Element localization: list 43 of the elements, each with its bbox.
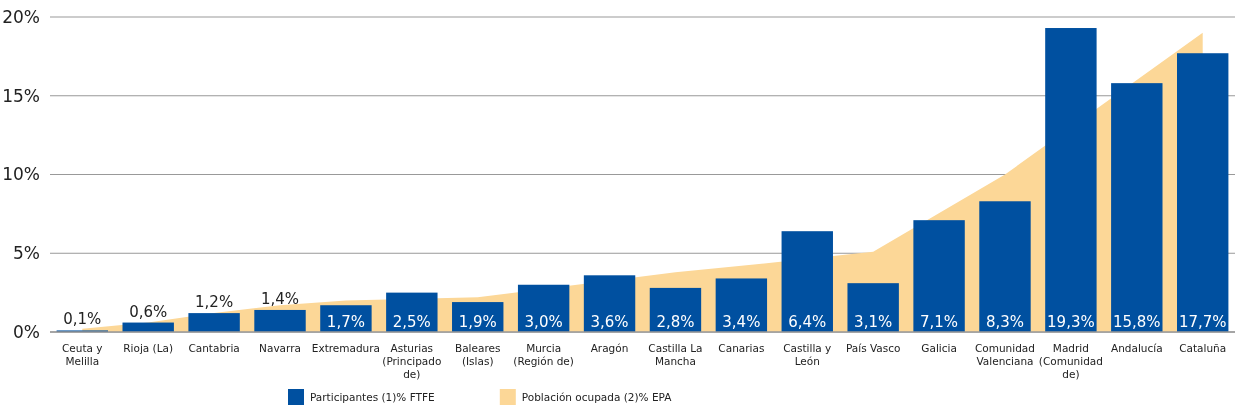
x-tick-label: Aragón (590, 342, 629, 354)
data-label: 1,2% (195, 293, 234, 312)
data-label: 0,6% (129, 302, 168, 321)
data-label: 0,1% (63, 310, 102, 329)
data-label: 15,8% (1112, 313, 1161, 331)
data-label: 3,6% (590, 313, 629, 331)
x-tick-label: Asturias (Principado de) (382, 342, 442, 380)
data-label: 3,4% (722, 313, 761, 331)
x-tick-label: Rioja (La) (123, 342, 174, 354)
x-tick-label: Andalucía (1110, 342, 1163, 354)
x-tick-label: Canarias (718, 342, 765, 354)
y-tick-label: 0% (13, 321, 40, 342)
data-label: 6,4% (788, 313, 827, 331)
data-label: 17,7% (1178, 313, 1227, 331)
data-label: 7,1% (920, 313, 959, 331)
x-tick-label: Extremadura (311, 342, 381, 354)
data-label: 1,9% (458, 313, 497, 331)
legend-label: Participantes (1)% FTFE (310, 390, 435, 403)
x-tick-label: Baleares (Islas) (455, 342, 501, 367)
data-label: 3,0% (524, 313, 563, 331)
x-tick-label: Murcia (Región de) (513, 342, 574, 367)
x-tick-label: Navarra (259, 342, 301, 354)
x-tick-label: Cantabria (188, 342, 240, 354)
legend-label: Población ocupada (2)% EPA (521, 390, 673, 403)
y-tick-label: 10% (2, 164, 40, 185)
data-label: 2,8% (656, 313, 695, 331)
y-tick-label: 20% (2, 6, 40, 27)
x-tick-label: Ceuta y Melilla (62, 342, 103, 367)
x-tick-label: Madrid (Comunidad de) (1038, 342, 1103, 380)
y-tick-label: 15% (2, 85, 40, 106)
data-label: 19,3% (1047, 313, 1095, 331)
data-label: 3,1% (854, 313, 893, 331)
data-label: 8,3% (985, 313, 1025, 331)
x-tick-label: Castilla La Mancha (648, 342, 703, 367)
x-tick-label: Castilla y León (783, 342, 832, 367)
data-label: 1,7% (326, 313, 365, 331)
y-tick-label: 5% (13, 243, 40, 264)
x-tick-label: Comunidad Valenciana (974, 342, 1035, 367)
data-label: 1,4% (260, 289, 300, 308)
data-label: 2,5% (392, 313, 431, 331)
x-tick-label: Cataluña (1179, 342, 1227, 354)
x-tick-label: Galicia (921, 342, 957, 354)
x-tick-label: País Vasco (845, 342, 901, 354)
